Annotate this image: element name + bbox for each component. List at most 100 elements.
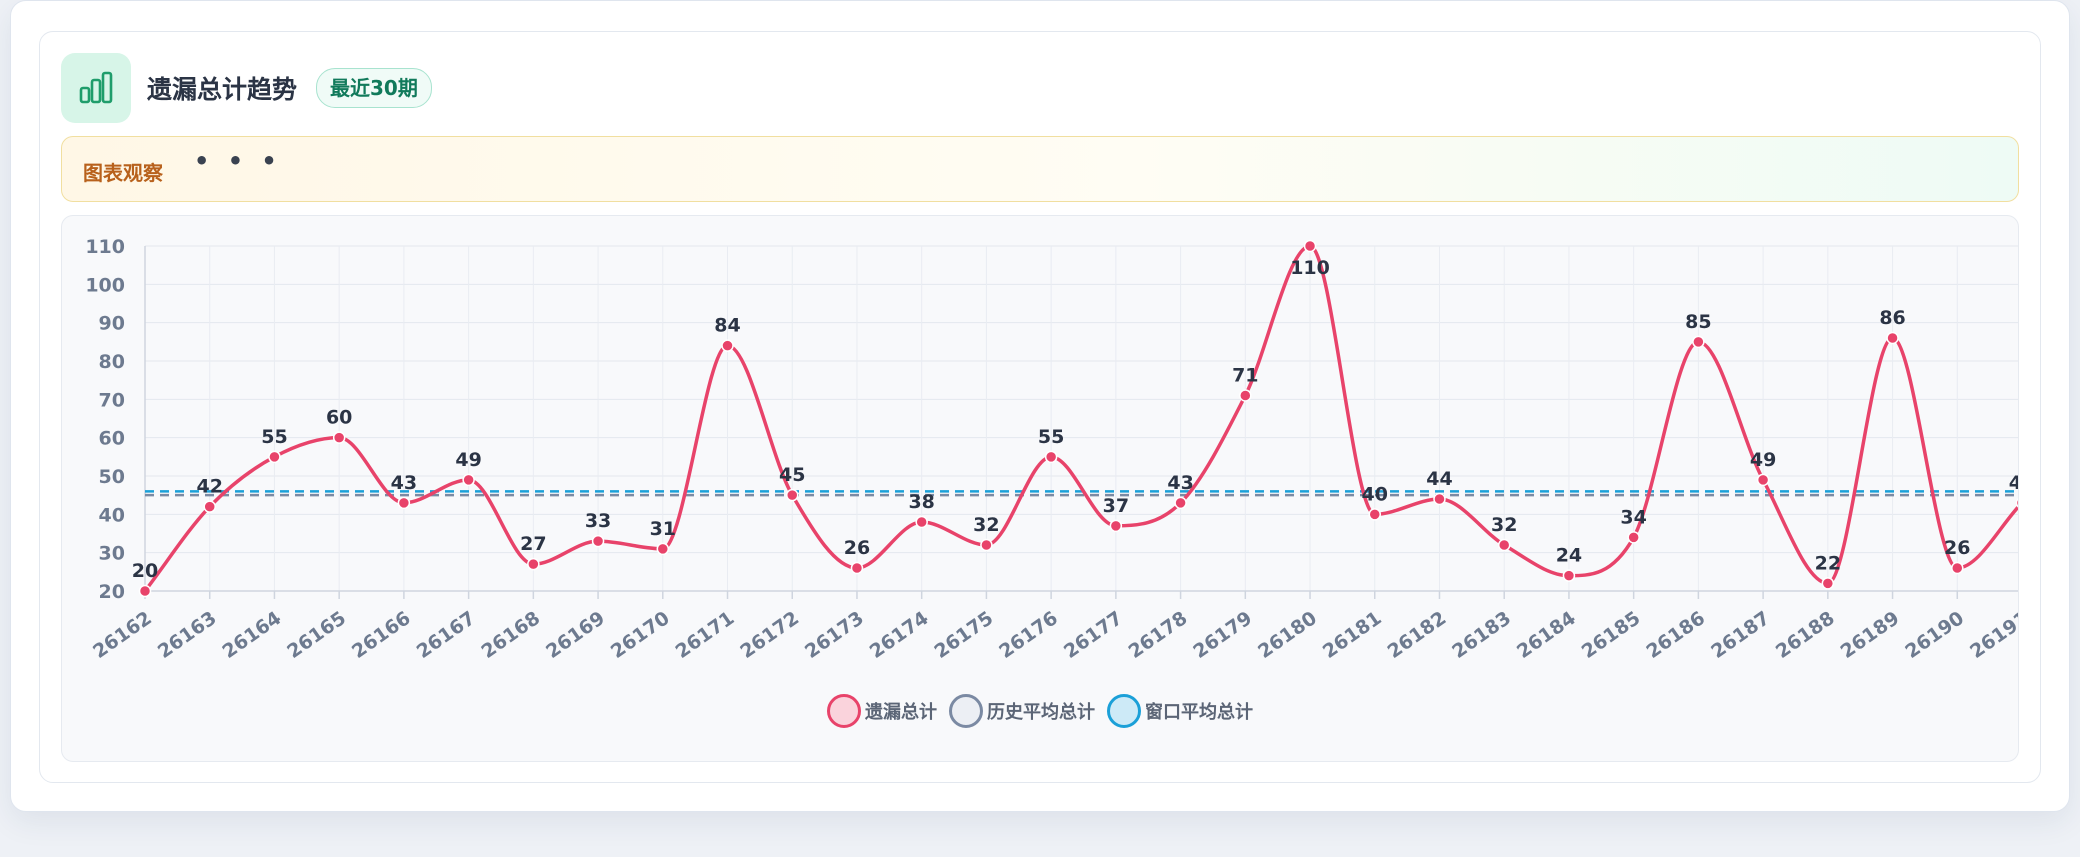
data-label: 26 xyxy=(844,537,870,559)
x-tick-label: 26166 xyxy=(348,607,415,663)
x-tick-label: 26170 xyxy=(607,607,674,663)
data-label: 31 xyxy=(650,518,676,540)
x-tick-label: 26172 xyxy=(736,607,803,663)
chart-legend: 遗漏总计 历史平均总计 窗口平均总计 xyxy=(62,694,2018,728)
data-point xyxy=(2015,498,2018,508)
data-label: 84 xyxy=(714,315,740,337)
x-tick-label: 26180 xyxy=(1254,607,1321,663)
legend-swatch-series xyxy=(827,694,861,728)
x-tick-label: 26189 xyxy=(1837,607,1904,663)
data-label: 42 xyxy=(196,476,222,498)
data-label: 49 xyxy=(1750,449,1776,471)
data-point xyxy=(332,431,346,444)
data-point xyxy=(591,534,605,548)
data-label: 26 xyxy=(1944,537,1970,559)
series-line xyxy=(143,244,2018,593)
data-point xyxy=(1368,508,1382,521)
data-point xyxy=(1433,492,1446,506)
data-label: 34 xyxy=(1620,506,1646,528)
data-point xyxy=(1692,335,1705,349)
x-tick-label: 26179 xyxy=(1189,607,1256,663)
data-point xyxy=(1756,473,1770,487)
data-label: 110 xyxy=(1290,257,1330,279)
y-tick-label: 20 xyxy=(99,581,125,603)
x-tick-label: 26182 xyxy=(1384,607,1451,663)
data-point xyxy=(1109,519,1123,533)
x-tick-label: 26164 xyxy=(219,607,286,663)
y-tick-label: 70 xyxy=(99,389,125,411)
period-badge: 最近30期 xyxy=(316,68,432,108)
data-point xyxy=(785,488,799,502)
data-label: 38 xyxy=(908,491,934,513)
y-tick-label: 90 xyxy=(99,313,125,335)
x-tick-label: 26181 xyxy=(1319,607,1386,663)
data-label: 32 xyxy=(1491,514,1517,536)
page-container: 遗漏总计趋势 最近30期 图表观察 • • • 20 30 40 50 60 70 80 90… xyxy=(10,0,2070,812)
line-chart: 2030405060708090100110261622616326164261… xyxy=(85,236,2018,663)
x-tick-label: 26186 xyxy=(1642,607,1709,663)
data-point xyxy=(1044,450,1058,464)
card-title: 遗漏总计趋势 xyxy=(147,75,298,104)
legend-item-series[interactable]: 遗漏总计 xyxy=(827,694,937,728)
data-point xyxy=(1627,531,1640,544)
legend-label-window-avg: 窗口平均总计 xyxy=(1145,702,1253,723)
trend-card: 遗漏总计趋势 最近30期 图表观察 • • • 20 30 40 50 60 70 80 90… xyxy=(39,31,2041,783)
data-label: 55 xyxy=(1038,426,1064,448)
x-tick-label: 26162 xyxy=(89,607,156,663)
more-dots-icon[interactable]: • • • xyxy=(194,147,282,175)
data-point xyxy=(656,542,670,556)
data-label: 71 xyxy=(1232,365,1258,387)
x-tick-label: 26167 xyxy=(413,607,480,663)
legend-item-window-avg[interactable]: 窗口平均总计 xyxy=(1107,694,1253,728)
data-label: 32 xyxy=(973,514,999,536)
x-tick-label: 26177 xyxy=(1060,607,1127,663)
data-label: 85 xyxy=(1685,311,1711,333)
data-point xyxy=(721,339,734,352)
x-tick-label: 26191 xyxy=(1966,607,2018,663)
data-label: 20 xyxy=(132,560,158,582)
legend-label-history-avg: 历史平均总计 xyxy=(987,702,1095,723)
data-point xyxy=(397,496,411,510)
chart-panel: 20 30 40 50 60 70 80 90 100 110 26162 26163 26164 261… xyxy=(61,215,2019,762)
data-label: 33 xyxy=(585,510,611,532)
y-tick-label: 40 xyxy=(99,504,125,526)
data-label: 60 xyxy=(326,407,352,429)
data-point xyxy=(527,557,540,571)
data-label: 24 xyxy=(1556,545,1582,567)
x-tick-label: 26169 xyxy=(542,607,609,663)
x-tick-label: 26188 xyxy=(1772,607,1839,663)
data-point xyxy=(268,450,281,464)
chart-observation-title: 图表观察 xyxy=(83,161,163,185)
data-label: 55 xyxy=(261,426,287,448)
data-label: 40 xyxy=(1362,483,1388,505)
x-tick-label: 26171 xyxy=(672,607,739,663)
y-tick-label: 50 xyxy=(99,466,125,488)
data-point xyxy=(462,473,475,487)
data-point xyxy=(850,561,864,575)
data-point xyxy=(1886,331,1899,345)
x-tick-label: 26163 xyxy=(154,607,221,663)
data-point xyxy=(1821,577,1835,590)
legend-swatch-window-avg xyxy=(1107,694,1141,728)
chart-observation-panel[interactable]: 图表观察 • • • xyxy=(61,136,2019,202)
x-tick-label: 26184 xyxy=(1513,607,1580,663)
data-point xyxy=(1562,569,1576,582)
x-tick-label: 26185 xyxy=(1578,607,1645,663)
data-point xyxy=(1951,561,1964,575)
data-point xyxy=(1497,538,1511,552)
data-label: 45 xyxy=(779,464,805,486)
x-tick-label: 26173 xyxy=(801,607,868,663)
data-label: 43 xyxy=(2009,472,2018,494)
legend-item-history-avg[interactable]: 历史平均总计 xyxy=(949,694,1095,728)
y-tick-label: 80 xyxy=(99,351,125,373)
legend-swatch-history-avg xyxy=(949,694,983,728)
x-tick-label: 26174 xyxy=(866,607,933,663)
data-point xyxy=(138,584,152,598)
x-tick-label: 26176 xyxy=(995,607,1062,663)
data-point xyxy=(1239,389,1252,402)
y-tick-label: 100 xyxy=(85,274,125,296)
x-tick-label: 26175 xyxy=(931,607,998,663)
data-label: 27 xyxy=(520,533,546,555)
data-label: 49 xyxy=(455,449,481,471)
data-label: 37 xyxy=(1103,495,1129,517)
